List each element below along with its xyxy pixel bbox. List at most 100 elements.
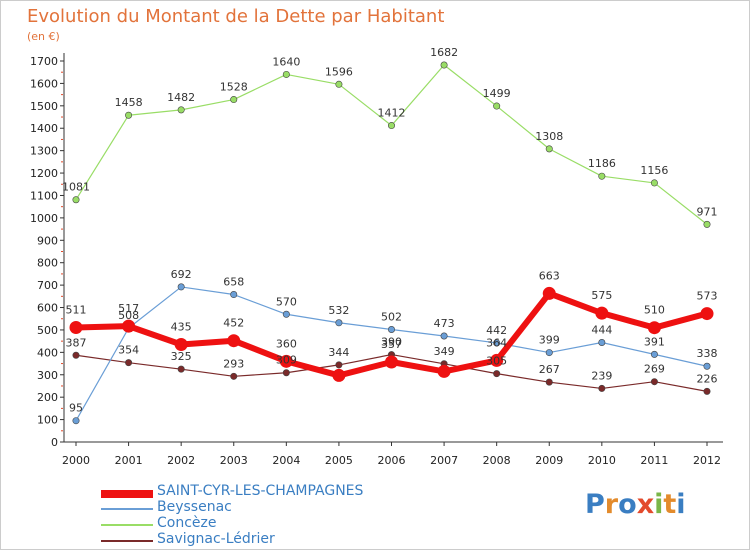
- data-label-conceze: 1682: [430, 46, 458, 59]
- data-label-saint-cyr-les-champagnes: 357: [381, 338, 402, 351]
- data-label-savignac-ledrier: 293: [223, 357, 244, 370]
- y-tick-label: 1300: [30, 145, 58, 158]
- data-point-conceze: [440, 61, 448, 69]
- data-label-beyssenac: 658: [223, 276, 244, 289]
- legend-label-savignac: Savignac-Lédrier: [157, 531, 275, 547]
- y-tick-label: 200: [37, 391, 58, 404]
- chart-subtitle: (en €): [27, 30, 60, 43]
- data-label-beyssenac: 391: [644, 335, 665, 348]
- data-point-savignac-ledrier: [650, 378, 658, 386]
- x-tick-label: 2007: [430, 454, 458, 467]
- data-label-saint-cyr-les-champagnes: 452: [223, 317, 244, 330]
- y-tick-label: 1500: [30, 100, 58, 113]
- data-label-saint-cyr-les-champagnes: 663: [539, 269, 560, 282]
- data-label-saint-cyr-les-champagnes: 517: [118, 302, 139, 315]
- y-tick-label: 300: [37, 369, 58, 382]
- data-point-saint-cyr-les-champagnes: [69, 320, 83, 334]
- data-label-savignac-ledrier: 387: [66, 336, 87, 349]
- data-point-saint-cyr-les-champagnes: [332, 368, 346, 382]
- data-label-conceze: 1081: [62, 181, 90, 194]
- y-tick-label: 1000: [30, 212, 58, 225]
- data-label-conceze: 1186: [588, 157, 616, 170]
- data-point-savignac-ledrier: [335, 361, 343, 369]
- data-label-savignac-ledrier: 226: [697, 372, 718, 385]
- logo-letter: o: [618, 489, 637, 520]
- data-point-beyssenac: [282, 310, 290, 318]
- data-point-conceze: [545, 145, 553, 153]
- data-label-beyssenac: 508: [118, 309, 139, 322]
- data-point-savignac-ledrier: [125, 359, 133, 367]
- data-point-conceze: [387, 122, 395, 130]
- y-tick-label: 1200: [30, 167, 58, 180]
- x-tick-label: 2003: [220, 454, 248, 467]
- data-point-savignac-ledrier: [72, 351, 80, 359]
- data-label-saint-cyr-les-champagnes: 510: [644, 304, 665, 317]
- legend-swatch-saint-cyr: [101, 490, 153, 498]
- data-point-saint-cyr-les-champagnes: [227, 334, 241, 348]
- data-label-beyssenac: 473: [434, 317, 455, 330]
- x-tick-label: 2004: [272, 454, 300, 467]
- legend-swatch-beyssenac: [101, 508, 153, 510]
- data-point-saint-cyr-les-champagnes: [437, 364, 451, 378]
- data-point-saint-cyr-les-champagnes: [647, 321, 661, 335]
- x-tick-label: 2002: [167, 454, 195, 467]
- series-line-conceze: [75, 64, 708, 225]
- data-point-conceze: [598, 172, 606, 180]
- data-point-beyssenac: [387, 325, 395, 333]
- data-label-saint-cyr-les-champagnes: 573: [697, 290, 718, 303]
- data-point-saint-cyr-les-champagnes: [385, 355, 398, 369]
- data-label-savignac-ledrier: 239: [591, 369, 612, 382]
- data-label-savignac-ledrier: 349: [434, 345, 455, 358]
- x-tick-label: 2001: [115, 454, 143, 467]
- x-tick-label: 2009: [535, 454, 563, 467]
- y-tick-label: 1600: [30, 77, 58, 90]
- y-tick-label: 1400: [30, 122, 58, 135]
- y-tick-label: 500: [37, 324, 58, 337]
- data-label-savignac-ledrier: 309: [276, 354, 297, 367]
- data-label-conceze: 1458: [115, 96, 143, 109]
- x-tick-label: 2005: [325, 454, 353, 467]
- logo-letter: x: [636, 489, 655, 520]
- data-point-conceze: [650, 179, 658, 187]
- data-label-savignac-ledrier: 325: [171, 350, 192, 363]
- y-tick-label: 600: [37, 302, 58, 315]
- y-tick-label: 1700: [30, 55, 58, 68]
- logo-letter: t: [663, 489, 677, 520]
- data-point-savignac-ledrier: [282, 369, 290, 377]
- data-label-beyssenac: 399: [539, 334, 560, 347]
- data-label-saint-cyr-les-champagnes: 435: [171, 321, 192, 334]
- data-label-savignac-ledrier: 305: [486, 355, 507, 368]
- y-tick-label: 400: [37, 346, 58, 359]
- data-label-savignac-ledrier: 267: [539, 363, 560, 376]
- y-tick-label: 100: [37, 414, 58, 427]
- data-point-beyssenac: [72, 417, 80, 425]
- legend-label-saint-cyr: SAINT-CYR-LES-CHAMPAGNES: [157, 483, 364, 499]
- logo-letter: i: [676, 489, 686, 520]
- y-tick-label: 0: [51, 436, 58, 449]
- data-label-beyssenac: 442: [486, 324, 507, 337]
- data-label-beyssenac: 444: [591, 323, 612, 336]
- data-label-conceze: 1308: [535, 130, 563, 143]
- x-tick-label: 2006: [378, 454, 406, 467]
- data-label-conceze: 1499: [483, 87, 511, 100]
- data-point-savignac-ledrier: [230, 372, 238, 380]
- data-point-saint-cyr-les-champagnes: [279, 354, 293, 368]
- legend-label-beyssenac: Beyssenac: [157, 499, 232, 515]
- data-point-savignac-ledrier: [545, 378, 553, 386]
- data-label-conceze: 1156: [640, 164, 668, 177]
- data-label-conceze: 1528: [220, 81, 248, 94]
- data-point-beyssenac: [598, 338, 606, 346]
- data-point-beyssenac: [440, 332, 448, 340]
- legend-swatch-conceze: [101, 524, 153, 526]
- data-point-beyssenac: [703, 362, 711, 370]
- data-point-conceze: [125, 111, 133, 119]
- data-label-beyssenac: 502: [381, 310, 402, 323]
- data-label-savignac-ledrier: 269: [644, 363, 665, 376]
- data-point-saint-cyr-les-champagnes: [542, 286, 556, 300]
- data-point-saint-cyr-les-champagnes: [122, 319, 136, 333]
- data-point-beyssenac: [650, 350, 658, 358]
- data-point-beyssenac: [493, 339, 501, 347]
- data-point-conceze: [72, 196, 80, 204]
